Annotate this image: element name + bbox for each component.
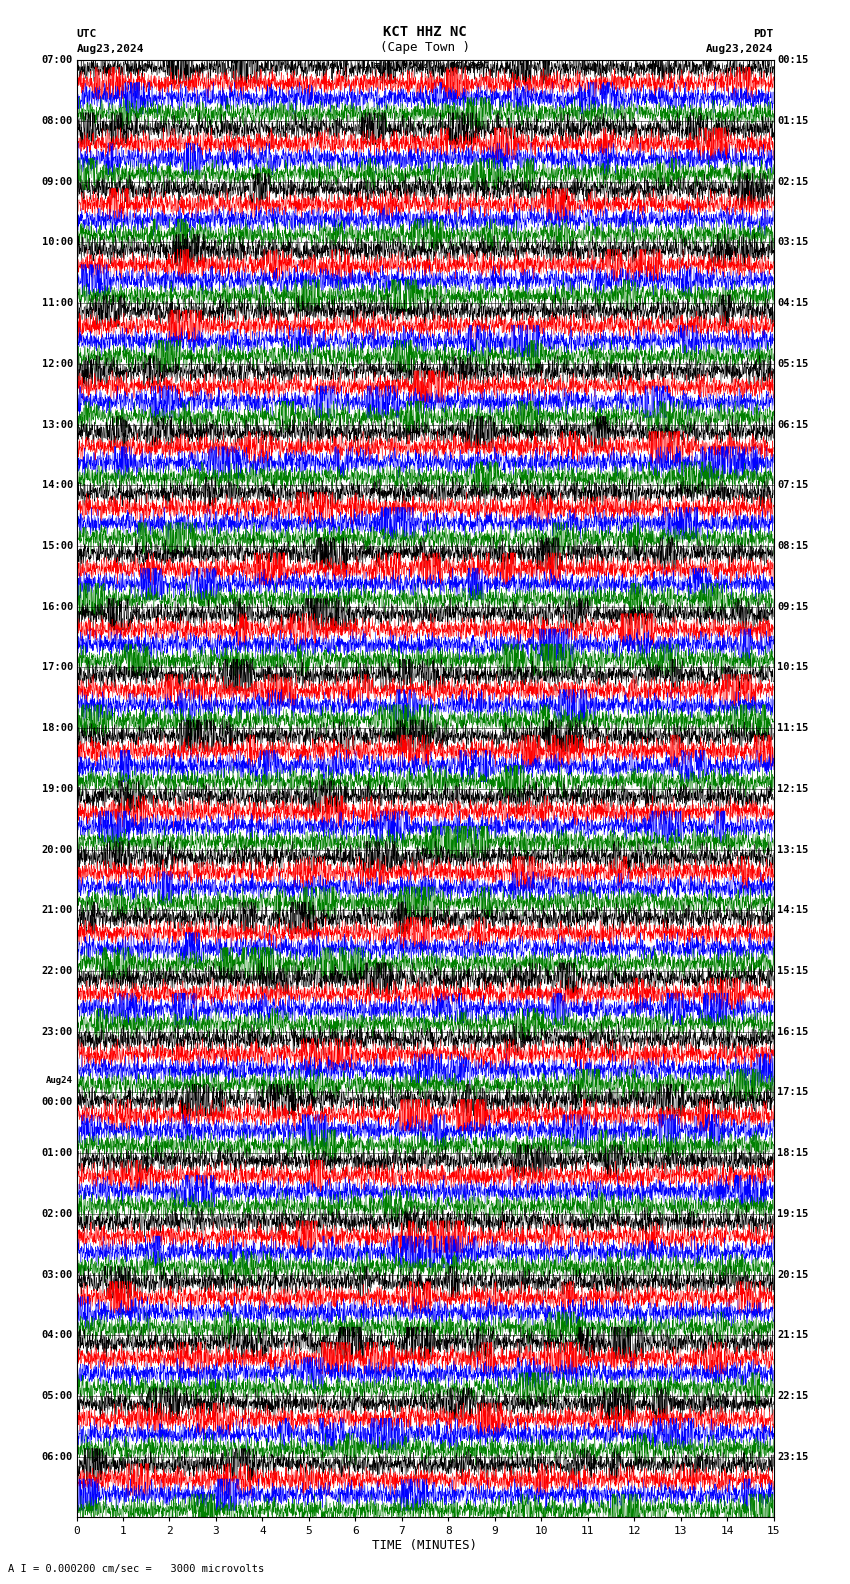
Text: 12:15: 12:15 bbox=[777, 784, 808, 794]
Text: 18:15: 18:15 bbox=[777, 1148, 808, 1158]
Text: 06:00: 06:00 bbox=[42, 1453, 73, 1462]
Text: 22:15: 22:15 bbox=[777, 1391, 808, 1400]
Text: 06:15: 06:15 bbox=[777, 420, 808, 429]
Text: 18:00: 18:00 bbox=[42, 724, 73, 733]
Text: 08:00: 08:00 bbox=[42, 116, 73, 125]
Text: 21:00: 21:00 bbox=[42, 906, 73, 916]
Text: 23:00: 23:00 bbox=[42, 1026, 73, 1036]
Text: 10:00: 10:00 bbox=[42, 238, 73, 247]
Text: 02:00: 02:00 bbox=[42, 1209, 73, 1218]
Text: 01:15: 01:15 bbox=[777, 116, 808, 125]
Text: 14:00: 14:00 bbox=[42, 480, 73, 489]
Text: 14:15: 14:15 bbox=[777, 906, 808, 916]
Text: 19:00: 19:00 bbox=[42, 784, 73, 794]
Text: 10:15: 10:15 bbox=[777, 662, 808, 672]
Text: 20:15: 20:15 bbox=[777, 1270, 808, 1280]
Text: 07:15: 07:15 bbox=[777, 480, 808, 489]
Text: 02:15: 02:15 bbox=[777, 177, 808, 187]
Text: 04:00: 04:00 bbox=[42, 1331, 73, 1340]
Text: 01:00: 01:00 bbox=[42, 1148, 73, 1158]
Text: 09:00: 09:00 bbox=[42, 177, 73, 187]
Text: 00:00: 00:00 bbox=[42, 1098, 73, 1107]
Text: Aug23,2024: Aug23,2024 bbox=[76, 44, 144, 54]
Text: 13:15: 13:15 bbox=[777, 844, 808, 854]
Text: 03:15: 03:15 bbox=[777, 238, 808, 247]
X-axis label: TIME (MINUTES): TIME (MINUTES) bbox=[372, 1540, 478, 1552]
Text: 17:00: 17:00 bbox=[42, 662, 73, 672]
Text: 20:00: 20:00 bbox=[42, 844, 73, 854]
Text: 05:00: 05:00 bbox=[42, 1391, 73, 1400]
Text: 11:15: 11:15 bbox=[777, 724, 808, 733]
Text: 05:15: 05:15 bbox=[777, 360, 808, 369]
Text: A I = 0.000200 cm/sec =   3000 microvolts: A I = 0.000200 cm/sec = 3000 microvolts bbox=[8, 1565, 264, 1574]
Text: 07:00: 07:00 bbox=[42, 55, 73, 65]
Text: 04:15: 04:15 bbox=[777, 298, 808, 307]
Text: (Cape Town ): (Cape Town ) bbox=[380, 41, 470, 54]
Text: 03:00: 03:00 bbox=[42, 1270, 73, 1280]
Text: 16:15: 16:15 bbox=[777, 1026, 808, 1036]
Text: KCT HHZ NC: KCT HHZ NC bbox=[383, 25, 467, 38]
Text: 00:15: 00:15 bbox=[777, 55, 808, 65]
Text: 17:15: 17:15 bbox=[777, 1088, 808, 1098]
Text: Aug24: Aug24 bbox=[46, 1076, 73, 1085]
Text: UTC: UTC bbox=[76, 29, 97, 38]
Text: 16:00: 16:00 bbox=[42, 602, 73, 611]
Text: PDT: PDT bbox=[753, 29, 774, 38]
Text: 12:00: 12:00 bbox=[42, 360, 73, 369]
Text: 19:15: 19:15 bbox=[777, 1209, 808, 1218]
Text: 23:15: 23:15 bbox=[777, 1453, 808, 1462]
Text: Aug23,2024: Aug23,2024 bbox=[706, 44, 774, 54]
Text: 15:15: 15:15 bbox=[777, 966, 808, 976]
Text: 09:15: 09:15 bbox=[777, 602, 808, 611]
Text: I = 0.000200 cm/sec: I = 0.000200 cm/sec bbox=[361, 60, 489, 70]
Text: 21:15: 21:15 bbox=[777, 1331, 808, 1340]
Text: 11:00: 11:00 bbox=[42, 298, 73, 307]
Text: 13:00: 13:00 bbox=[42, 420, 73, 429]
Text: 15:00: 15:00 bbox=[42, 542, 73, 551]
Text: 22:00: 22:00 bbox=[42, 966, 73, 976]
Text: 08:15: 08:15 bbox=[777, 542, 808, 551]
